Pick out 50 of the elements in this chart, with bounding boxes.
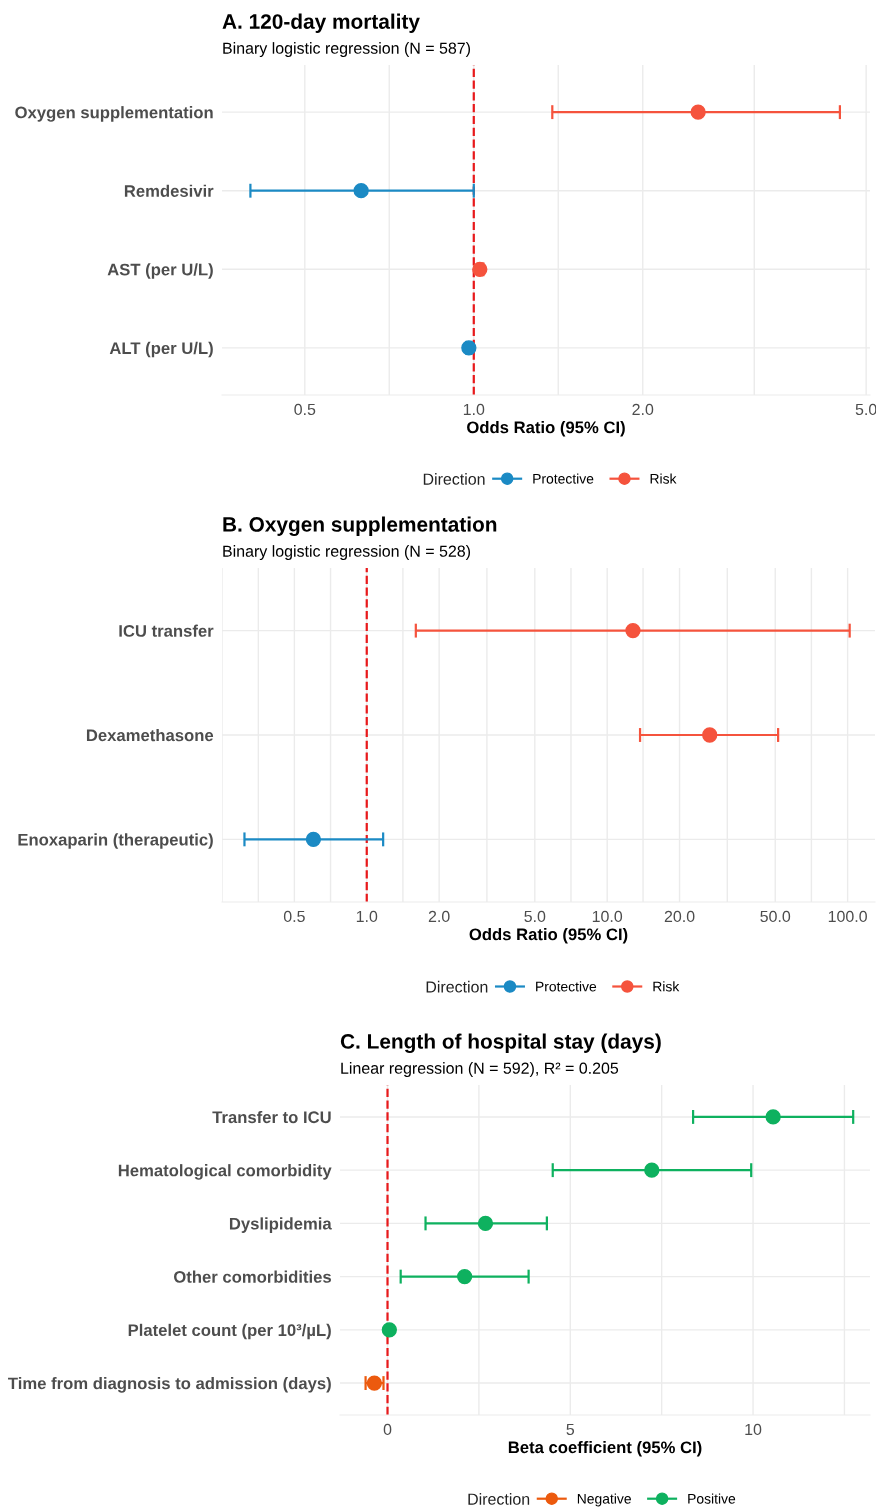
chart-subtitle: Binary logistic regression (N = 528) — [223, 545, 471, 560]
x-tick-label: 0 — [383, 1423, 392, 1436]
x-tick-label: 10 — [745, 1423, 762, 1436]
y-tick-label: Dyslipidemia — [229, 1217, 332, 1233]
x-axis-title: Odds Ratio (95% CI) — [467, 421, 625, 437]
y-tick-label: Transfer to ICU — [212, 1110, 331, 1124]
y-tick-label: ALT (per U/L) — [109, 341, 213, 358]
y-tick-label: Remdesivir — [124, 184, 214, 197]
y-tick-label: Hematological comorbidity — [118, 1164, 332, 1180]
x-tick-label: 2.0 — [632, 403, 654, 416]
point — [644, 1162, 660, 1178]
legend-title: Direction — [426, 980, 488, 993]
y-tick-label: Time from diagnosis to admission (days) — [8, 1377, 331, 1393]
x-tick-label: 1.0 — [356, 910, 378, 923]
x-tick-label: 2.0 — [428, 910, 450, 923]
point — [477, 1215, 494, 1232]
x-tick-label: 5.0 — [855, 403, 876, 416]
legend-label: Negative — [577, 1493, 631, 1507]
chart-subtitle: Binary logistic regression (N = 587) — [223, 42, 471, 57]
legend-title: Direction — [468, 1493, 530, 1505]
legend-label: Risk — [653, 981, 680, 992]
chart-title: B. Oxygen supplementation — [223, 516, 497, 536]
x-axis-title: Odds Ratio (95% CI) — [469, 928, 628, 944]
legend-label: Risk — [650, 473, 677, 484]
legend-label: Positive — [688, 1493, 736, 1504]
x-tick-label: 5 — [566, 1423, 575, 1436]
x-tick-label: 20.0 — [664, 910, 695, 923]
x-tick-label: 0.5 — [283, 910, 305, 923]
chart-subtitle: Linear regression (N = 592), R² = 0.205 — [341, 1062, 619, 1077]
point — [765, 1109, 781, 1125]
legend-label: Protective — [533, 473, 594, 484]
chart-title: A. 120-day mortality — [222, 13, 420, 33]
y-tick-label: ICU transfer — [119, 624, 214, 637]
y-tick-label: Dexamethasone — [86, 728, 214, 742]
x-tick-label: 0.5 — [294, 403, 316, 416]
y-tick-label: Other comorbidities — [174, 1270, 331, 1283]
legend-label: Protective — [536, 981, 597, 992]
y-tick-label: Enoxaparin (therapeutic) — [18, 833, 213, 849]
x-axis-title: Beta coefficient (95% CI) — [508, 1441, 702, 1457]
x-tick-label: 50.0 — [760, 910, 791, 923]
y-tick-label: AST (per U/L) — [107, 263, 213, 279]
point — [457, 1268, 473, 1285]
x-tick-label: 100.0 — [828, 910, 867, 923]
chart-title: C. Length of hospital stay (days) — [340, 1033, 661, 1053]
legend-title: Direction — [423, 473, 485, 485]
x-tick-label: 1.0 — [463, 403, 485, 416]
y-tick-label: Platelet count (per 10³/µL) — [128, 1323, 331, 1340]
x-tick-label: 10.0 — [592, 910, 623, 923]
x-tick-label: 5.0 — [524, 910, 546, 923]
y-tick-label: Oxygen supplementation — [15, 106, 213, 122]
